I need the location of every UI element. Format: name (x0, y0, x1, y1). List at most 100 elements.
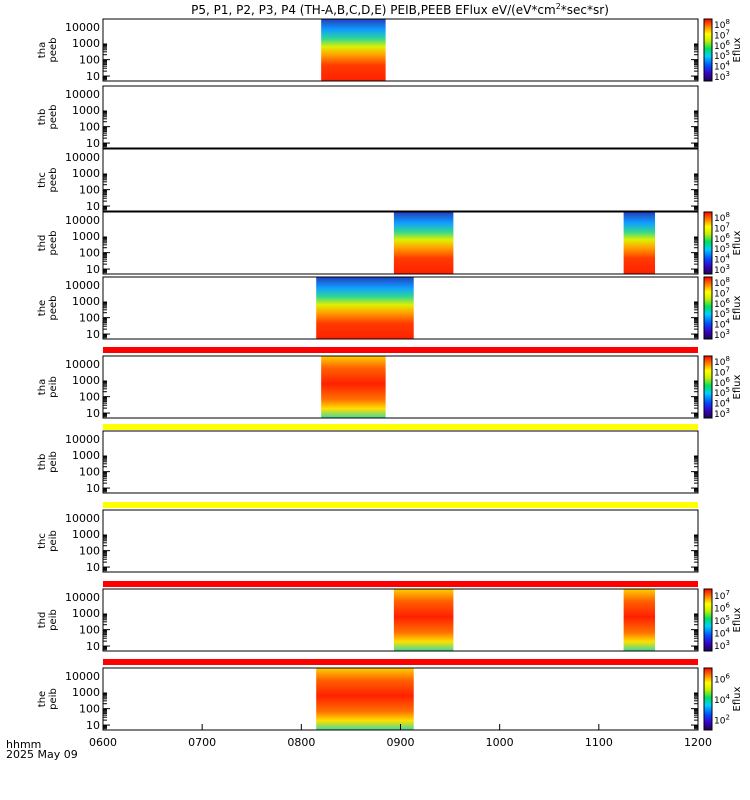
y-tick-label: 100 (79, 545, 100, 558)
probe-label: thb (37, 109, 48, 126)
colorbar (703, 355, 713, 419)
panel-the-peeb: 10100100010000thepeeb103104105106107108E… (37, 276, 743, 341)
date-label: 2025 May 09 (6, 748, 78, 761)
y-tick-label: 10 (86, 640, 100, 653)
y-tick-label: 100 (79, 703, 100, 716)
product-label: peib (48, 688, 59, 710)
x-tick-label: 1100 (585, 736, 613, 749)
panel-frame (102, 355, 699, 419)
colorbar-tick-label: 106 (714, 602, 730, 615)
colorbar-label: Eflux (732, 37, 743, 62)
panel-frame (102, 148, 699, 212)
x-tick-label: 0600 (89, 736, 117, 749)
y-tick-label: 10 (86, 407, 100, 420)
y-tick-label: 10 (86, 137, 100, 150)
probe-label: the (37, 691, 48, 707)
spectrogram-block (321, 19, 386, 81)
x-axis-name: hhmm (6, 738, 41, 751)
panel-thb-peib: 10 100 1000 10000 thbpeib (37, 430, 699, 495)
y-tick-label: 10 (86, 200, 100, 213)
probe-label: thd (37, 612, 48, 629)
y-tick-label: 100 (79, 247, 100, 260)
colorbar-tick-label: 104 (714, 693, 730, 706)
panel-frame (102, 509, 699, 573)
y-tick-label: 100 (79, 391, 100, 404)
y-tick-label: 10 (86, 719, 100, 732)
panel-y-label: thcpeeb (37, 168, 59, 193)
y-tick-label: 10 (86, 70, 100, 83)
colorbar (703, 588, 713, 652)
panel-y-label: thcpeib (37, 530, 59, 552)
y-tick-label: 10 (86, 561, 100, 574)
y-tick-label: 100 (79, 54, 100, 67)
probe-label: thc (37, 172, 48, 188)
product-label: peib (48, 376, 59, 398)
colorbar-tick-label: 106 (714, 672, 730, 685)
plot-title-main: P5, P1, P2, P3, P4 (TH-A,B,C,D,E) PEIB,P… (191, 3, 556, 17)
colorbar-label: Eflux (732, 607, 743, 632)
colorbar-label: Eflux (732, 230, 743, 255)
colorbar (703, 211, 713, 275)
status-bar-yellow (103, 424, 698, 430)
colorbar-tick-label: 104 (714, 626, 730, 639)
panel-frame (102, 85, 699, 149)
probe-label: tha (37, 379, 48, 395)
y-tick-label: 1000 (72, 607, 100, 620)
y-tick-label: 10000 (65, 591, 100, 604)
panel-thb-peeb: 10 100 1000 10000 thbpeeb (37, 85, 699, 150)
colorbar-label: Eflux (732, 295, 743, 320)
x-tick-label: 0800 (287, 736, 315, 749)
y-tick-label: 1000 (72, 374, 100, 387)
panel-frame (102, 430, 699, 494)
y-tick-label: 10000 (65, 21, 100, 34)
spectrogram-block (623, 589, 656, 651)
product-label: peib (48, 451, 59, 473)
colorbar (703, 667, 713, 731)
y-tick-label: 10 (86, 328, 100, 341)
y-tick-label: 1000 (72, 230, 100, 243)
colorbar-tick-label: 105 (714, 614, 730, 627)
x-tick-label: 1000 (486, 736, 514, 749)
y-tick-label: 10000 (65, 358, 100, 371)
panel-y-label: thapeib (37, 376, 59, 398)
y-tick-label: 10000 (65, 279, 100, 292)
probe-label: thb (37, 454, 48, 471)
product-label: peib (48, 530, 59, 552)
colorbar-label: Eflux (732, 686, 743, 711)
product-label: peeb (48, 231, 59, 256)
y-tick-label: 10000 (65, 433, 100, 446)
product-label: peeb (48, 296, 59, 321)
y-tick-label: 1000 (72, 528, 100, 541)
panels: 10100100010000thapeeb103104105106107108E… (37, 18, 743, 732)
panel-y-label: thdpeeb (37, 231, 59, 256)
panel-frame (102, 18, 699, 82)
panel-y-label: thapeeb (37, 38, 59, 63)
panel-thd-peib: 10 100 1000 10000 thdpeib 103104105106107Eflu… (37, 588, 743, 653)
colorbar-label: Eflux (732, 374, 743, 399)
y-tick-label: 10000 (65, 151, 100, 164)
y-tick-label: 10000 (65, 512, 100, 525)
status-bar-red (103, 347, 698, 353)
colorbar-tick-label: 107 (714, 589, 730, 602)
colorbar (703, 276, 713, 340)
probe-label: tha (37, 42, 48, 58)
x-tick-label: 1200 (684, 736, 712, 749)
panel-y-label: thbpeeb (37, 105, 59, 130)
plot-title-tail: *sec*sr) (561, 3, 609, 17)
panel-thc-peib: 10 100 1000 10000 thcpeib (37, 509, 699, 574)
spectrogram-block (316, 277, 414, 339)
status-bar-red (103, 659, 698, 665)
y-tick-label: 100 (79, 466, 100, 479)
x-tick-label: 0900 (387, 736, 415, 749)
spectrogram-block (393, 212, 454, 274)
product-label: peeb (48, 38, 59, 63)
y-tick-label: 100 (79, 121, 100, 134)
y-tick-label: 1000 (72, 167, 100, 180)
y-tick-label: 1000 (72, 449, 100, 462)
probe-label: thc (37, 533, 48, 549)
probe-label: thd (37, 235, 48, 252)
x-tick-label: 0700 (188, 736, 216, 749)
spectrogram-block (321, 356, 386, 418)
